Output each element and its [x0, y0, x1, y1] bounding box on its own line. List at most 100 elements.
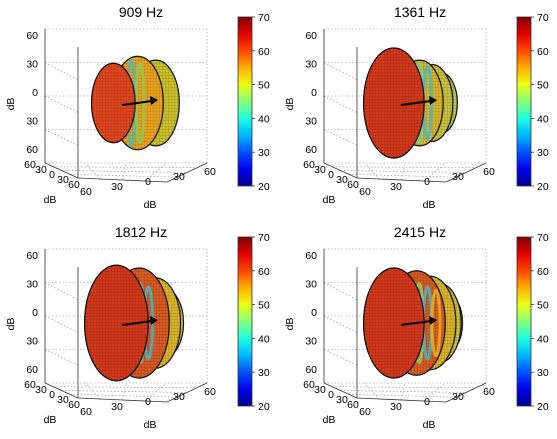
depth-tick-label: 30 — [314, 164, 326, 176]
direction-arrow — [121, 320, 153, 326]
z-tick-label: 60 — [26, 250, 38, 262]
colorbar-tick-label: 60 — [537, 46, 549, 58]
colorbar-tick-label: 60 — [258, 46, 270, 58]
depth-tick-label: 30 — [336, 394, 348, 406]
z-tick-label: 60 — [305, 364, 317, 376]
width-axis-label: dB — [423, 199, 436, 211]
depth-axis-label: dB — [44, 194, 57, 206]
axis-edge — [323, 162, 358, 179]
colorbar-tick-label: 30 — [258, 147, 270, 159]
colorbar-tick-label: 50 — [258, 300, 270, 312]
grid-line — [323, 129, 358, 146]
grid-line — [53, 166, 198, 169]
z-tick-label: 30 — [26, 116, 38, 128]
width-tick-label: 60 — [80, 406, 92, 418]
z-tick-label: 0 — [311, 87, 317, 99]
width-tick-label: 60 — [204, 386, 216, 398]
width-tick-label: 0 — [424, 176, 430, 188]
width-tick-label: 60 — [483, 386, 495, 398]
colorbar-tick-label: 40 — [537, 113, 549, 125]
plot-title: 1361 Hz — [394, 4, 446, 20]
z-tick-label: 30 — [305, 336, 317, 348]
z-tick-label: 60 — [305, 30, 317, 42]
depth-tick-label: 30 — [35, 384, 47, 396]
axis-edge — [44, 162, 79, 179]
axis-edge — [166, 382, 208, 403]
colorbar-tick-label: 40 — [258, 113, 270, 125]
z-axis-label: dB — [284, 318, 296, 331]
z-axis-label: dB — [5, 318, 17, 331]
z-tick-label: 30 — [26, 279, 38, 291]
colorbar — [516, 236, 532, 407]
z-tick-label: 60 — [305, 250, 317, 262]
axis-box — [44, 29, 208, 183]
grid-line — [85, 382, 101, 400]
plot-title: 2415 Hz — [394, 224, 446, 240]
direction-arrowhead — [429, 316, 437, 325]
radiation-plot-panel: 1361 Hz 60 30 0 30 60 dB 60 30 0 30 60 dB 60 30 0 30 60 dB… — [279, 0, 557, 219]
direction-arrow — [121, 100, 153, 106]
direction-arrow — [400, 100, 432, 106]
colorbar-tick-label: 30 — [537, 147, 549, 159]
axis-edge — [445, 162, 487, 183]
grid-line — [323, 282, 358, 301]
grid-line — [332, 166, 477, 169]
z-tick-label: 30 — [26, 59, 38, 71]
colorbar-tick-label: 20 — [258, 181, 270, 193]
width-axis-label: dB — [144, 419, 157, 431]
direction-arrowhead — [150, 316, 158, 325]
grid-line — [323, 349, 358, 366]
direction-arrow — [400, 320, 432, 326]
axis-box — [323, 249, 487, 403]
z-tick-label: 0 — [32, 87, 38, 99]
grid-line — [423, 382, 446, 402]
grid-line — [364, 162, 380, 180]
colorbar-tick-label: 40 — [537, 333, 549, 345]
plot-title: 1812 Hz — [115, 224, 167, 240]
grid-line — [122, 382, 127, 401]
depth-tick-label: 60 — [24, 379, 36, 391]
grid-line — [44, 62, 79, 81]
width-tick-label: 0 — [424, 396, 430, 408]
z-tick-label: 30 — [305, 279, 317, 291]
z-axis-label: dB — [5, 98, 17, 111]
depth-tick-label: 60 — [347, 399, 359, 411]
z-tick-label: 60 — [26, 144, 38, 156]
colorbar — [237, 236, 253, 407]
depth-axis-label: dB — [323, 414, 336, 426]
grid-line — [144, 382, 167, 402]
radiation-plot-panel: 909 Hz 60 30 0 30 60 dB 60 30 0 30 60 dB 60 30 0 30 60 dB 7… — [0, 0, 278, 219]
grid-line — [44, 95, 79, 113]
depth-tick-label: 60 — [68, 179, 80, 191]
colorbar-tick-label: 20 — [258, 401, 270, 413]
colorbar-tick-label: 60 — [258, 266, 270, 278]
depth-tick-label: 60 — [303, 159, 315, 171]
colorbar-tick-label: 70 — [258, 12, 270, 24]
z-tick-label: 30 — [26, 336, 38, 348]
axis-edge — [445, 382, 487, 403]
z-tick-label: 60 — [26, 364, 38, 376]
grid-line — [44, 282, 79, 301]
axis-edge — [356, 177, 447, 183]
grid-line — [364, 382, 380, 400]
width-tick-label: 30 — [111, 401, 123, 413]
width-tick-label: 30 — [452, 391, 464, 403]
balloon-front-mesh — [84, 265, 149, 381]
colorbar — [237, 16, 253, 187]
axis-box — [44, 249, 208, 403]
width-tick-label: 60 — [483, 166, 495, 178]
colorbar-tick-label: 50 — [537, 80, 549, 92]
colorbar-tick-label: 20 — [537, 401, 549, 413]
depth-tick-label: 60 — [347, 179, 359, 191]
axis-edge — [166, 162, 208, 183]
depth-tick-label: 30 — [314, 384, 326, 396]
grid-line — [332, 386, 477, 389]
grid-line — [53, 386, 198, 389]
colorbar-tick-label: 60 — [537, 266, 549, 278]
width-axis-label: dB — [144, 199, 157, 211]
width-tick-label: 30 — [452, 171, 464, 183]
